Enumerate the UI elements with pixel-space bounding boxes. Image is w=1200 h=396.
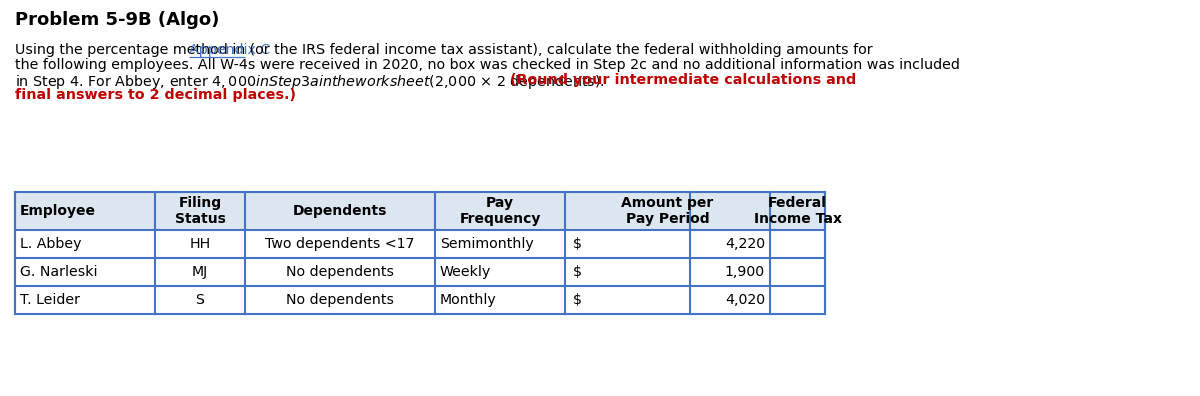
Text: Semimonthly: Semimonthly <box>440 237 534 251</box>
Bar <box>14 192 826 230</box>
Text: G. Narleski: G. Narleski <box>20 265 97 279</box>
Text: Dependents: Dependents <box>293 204 388 218</box>
Text: in Step 4. For Abbey, enter $4,000 in Step 3a in the worksheet ($2,000 × 2 depen: in Step 4. For Abbey, enter $4,000 in St… <box>14 73 606 91</box>
Text: No dependents: No dependents <box>286 293 394 307</box>
Text: Employee: Employee <box>20 204 96 218</box>
Text: Filing
Status: Filing Status <box>174 196 226 226</box>
Text: Two dependents <17: Two dependents <17 <box>265 237 415 251</box>
Text: $: $ <box>574 265 582 279</box>
Text: L. Abbey: L. Abbey <box>20 237 82 251</box>
Text: 4,020: 4,020 <box>725 293 766 307</box>
Text: Problem 5-9B (Algo): Problem 5-9B (Algo) <box>14 11 220 29</box>
Text: 4,220: 4,220 <box>725 237 766 251</box>
Text: $: $ <box>574 293 582 307</box>
Text: S: S <box>196 293 204 307</box>
Text: the following employees. All W-4s were received in 2020, no box was checked in S: the following employees. All W-4s were r… <box>14 58 960 72</box>
Text: Amount per
Pay Period: Amount per Pay Period <box>622 196 714 226</box>
Text: No dependents: No dependents <box>286 265 394 279</box>
Text: (Round your intermediate calculations and: (Round your intermediate calculations an… <box>510 73 856 87</box>
Text: T. Leider: T. Leider <box>20 293 80 307</box>
Text: MJ: MJ <box>192 265 208 279</box>
Text: Weekly: Weekly <box>440 265 491 279</box>
Bar <box>14 192 826 314</box>
Text: $: $ <box>574 237 582 251</box>
Text: Appendix C: Appendix C <box>190 43 270 57</box>
Text: final answers to 2 decimal places.): final answers to 2 decimal places.) <box>14 88 296 102</box>
Text: Federal
Income Tax: Federal Income Tax <box>754 196 841 226</box>
Text: Monthly: Monthly <box>440 293 497 307</box>
Text: Pay
Frequency: Pay Frequency <box>460 196 541 226</box>
Text: HH: HH <box>190 237 211 251</box>
Text: (or the IRS federal income tax assistant), calculate the federal withholding amo: (or the IRS federal income tax assistant… <box>246 43 874 57</box>
Text: Using the percentage method in: Using the percentage method in <box>14 43 250 57</box>
Text: 1,900: 1,900 <box>725 265 766 279</box>
